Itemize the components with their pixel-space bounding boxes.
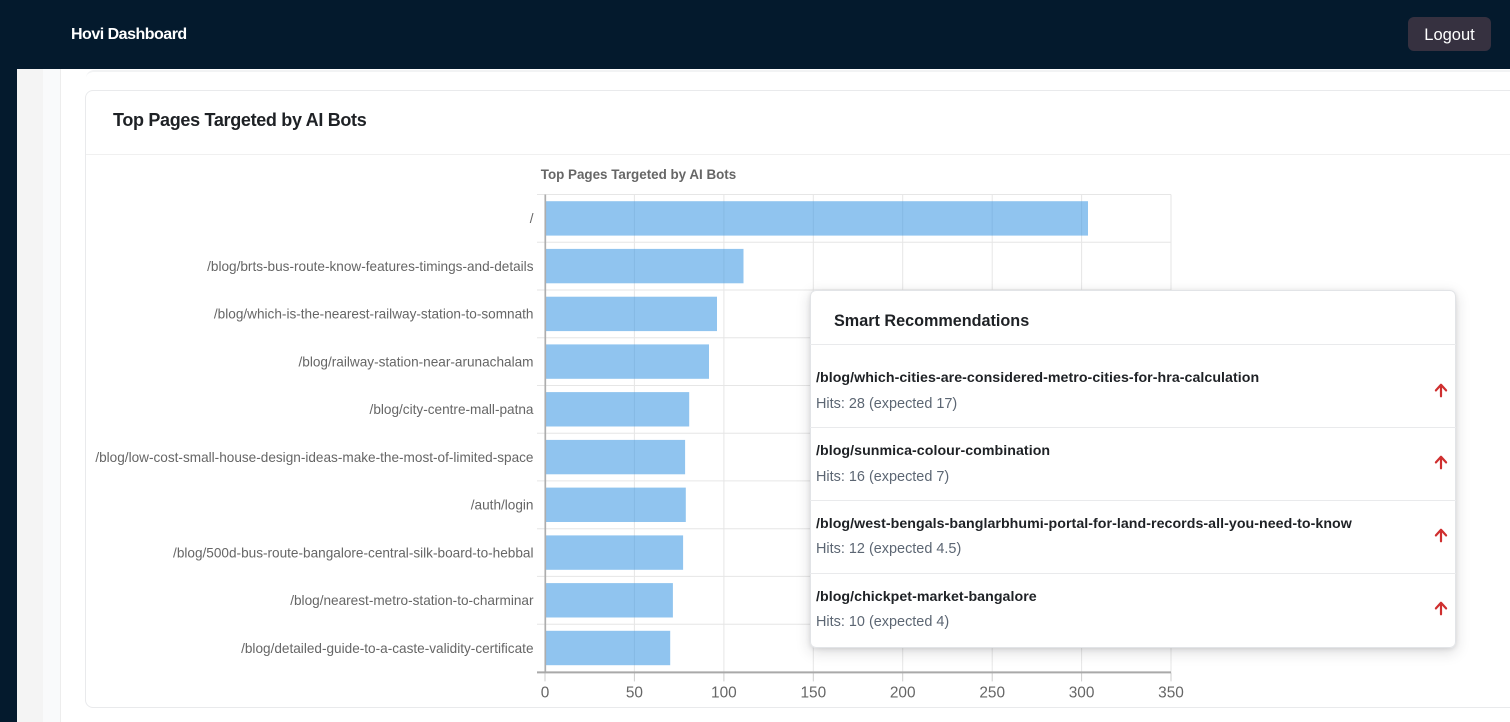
svg-text:300: 300	[1069, 684, 1095, 701]
svg-text:150: 150	[800, 684, 826, 701]
svg-text:100: 100	[711, 684, 737, 701]
svg-text:/blog/city-centre-mall-patna: /blog/city-centre-mall-patna	[370, 402, 534, 417]
svg-text:50: 50	[626, 684, 643, 701]
svg-text:/blog/railway-station-near-aru: /blog/railway-station-near-arunachalam	[299, 354, 534, 369]
svg-text:/blog/low-cost-small-house-des: /blog/low-cost-small-house-design-ideas-…	[95, 450, 533, 465]
svg-text:/blog/brts-bus-route-know-feat: /blog/brts-bus-route-know-features-timin…	[207, 259, 534, 274]
svg-text:Top Pages Targeted by AI Bots: Top Pages Targeted by AI Bots	[541, 167, 736, 182]
svg-text:/blog/nearest-metro-station-to: /blog/nearest-metro-station-to-charminar	[290, 593, 534, 608]
svg-text:/blog/which-is-the-nearest-rai: /blog/which-is-the-nearest-railway-stati…	[214, 307, 534, 322]
svg-text:/blog/detailed-guide-to-a-cast: /blog/detailed-guide-to-a-caste-validity…	[241, 641, 533, 656]
svg-text:/blog/500d-bus-route-bangalore: /blog/500d-bus-route-bangalore-central-s…	[173, 545, 533, 560]
svg-text:200: 200	[890, 684, 916, 701]
svg-text:0: 0	[541, 684, 550, 701]
svg-text:350: 350	[1158, 684, 1184, 701]
svg-text:250: 250	[979, 684, 1005, 701]
svg-text:/auth/login: /auth/login	[471, 498, 534, 513]
svg-text:/: /	[530, 211, 534, 226]
